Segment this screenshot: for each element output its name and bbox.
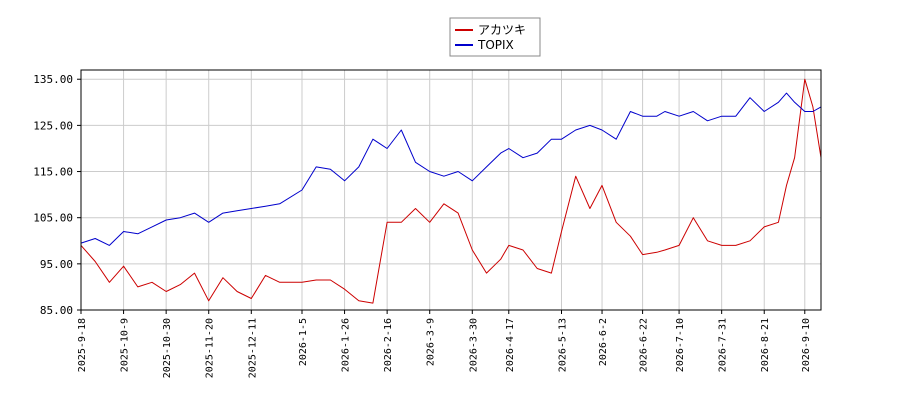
x-tick-label: 2026-4-17 [505,318,516,372]
x-tick-label: 2025-11-20 [205,318,216,378]
legend-box [449,17,541,57]
legend-label-series-0: アカツキ [478,23,526,37]
x-tick-label: 2025-10-9 [120,318,131,372]
legend-label-series-1: TOPIX [477,38,514,52]
y-tick-label: 115.00 [33,166,73,179]
y-tick-label: 135.00 [33,73,73,86]
x-tick-label: 2025-10-30 [162,318,173,378]
x-tick-label: 2026-1-5 [298,318,309,366]
x-tick-label: 2026-7-10 [675,318,686,372]
grid-lines [80,70,821,311]
y-tick-label: 95.00 [40,258,73,271]
x-tick-label: 2026-1-26 [341,318,352,372]
y-axis-ticks: 85.00 95.00 105.00 115.00 125.00 135.00 [33,73,81,317]
y-tick-label: 125.00 [33,119,73,132]
y-tick-label: 85.00 [40,304,73,317]
x-tick-label: 2026-2-16 [383,318,394,372]
x-tick-label: 2026-7-31 [718,318,729,372]
x-axis-ticks: 2025-9-18 2025-10-9 2025-10-30 2025-11-20 20… [77,310,812,378]
series-line-1 [80,92,822,246]
x-tick-label: 2025-9-18 [77,318,88,372]
x-tick-label: 2026-5-13 [557,318,568,372]
x-tick-label: 2026-6-2 [598,318,609,366]
y-tick-label: 105.00 [33,212,73,225]
x-tick-label: 2026-8-21 [760,318,771,372]
series-line-0 [80,78,822,304]
series-lines [80,78,822,304]
legend: アカツキ TOPIX [449,17,541,57]
plot-frame [80,69,822,311]
x-tick-label: 2026-6-22 [639,318,650,372]
x-tick-label: 2026-9-10 [801,318,812,372]
x-tick-label: 2025-12-11 [247,318,258,378]
x-tick-label: 2026-3-9 [426,318,437,366]
x-tick-label: 2026-3-30 [468,318,479,372]
